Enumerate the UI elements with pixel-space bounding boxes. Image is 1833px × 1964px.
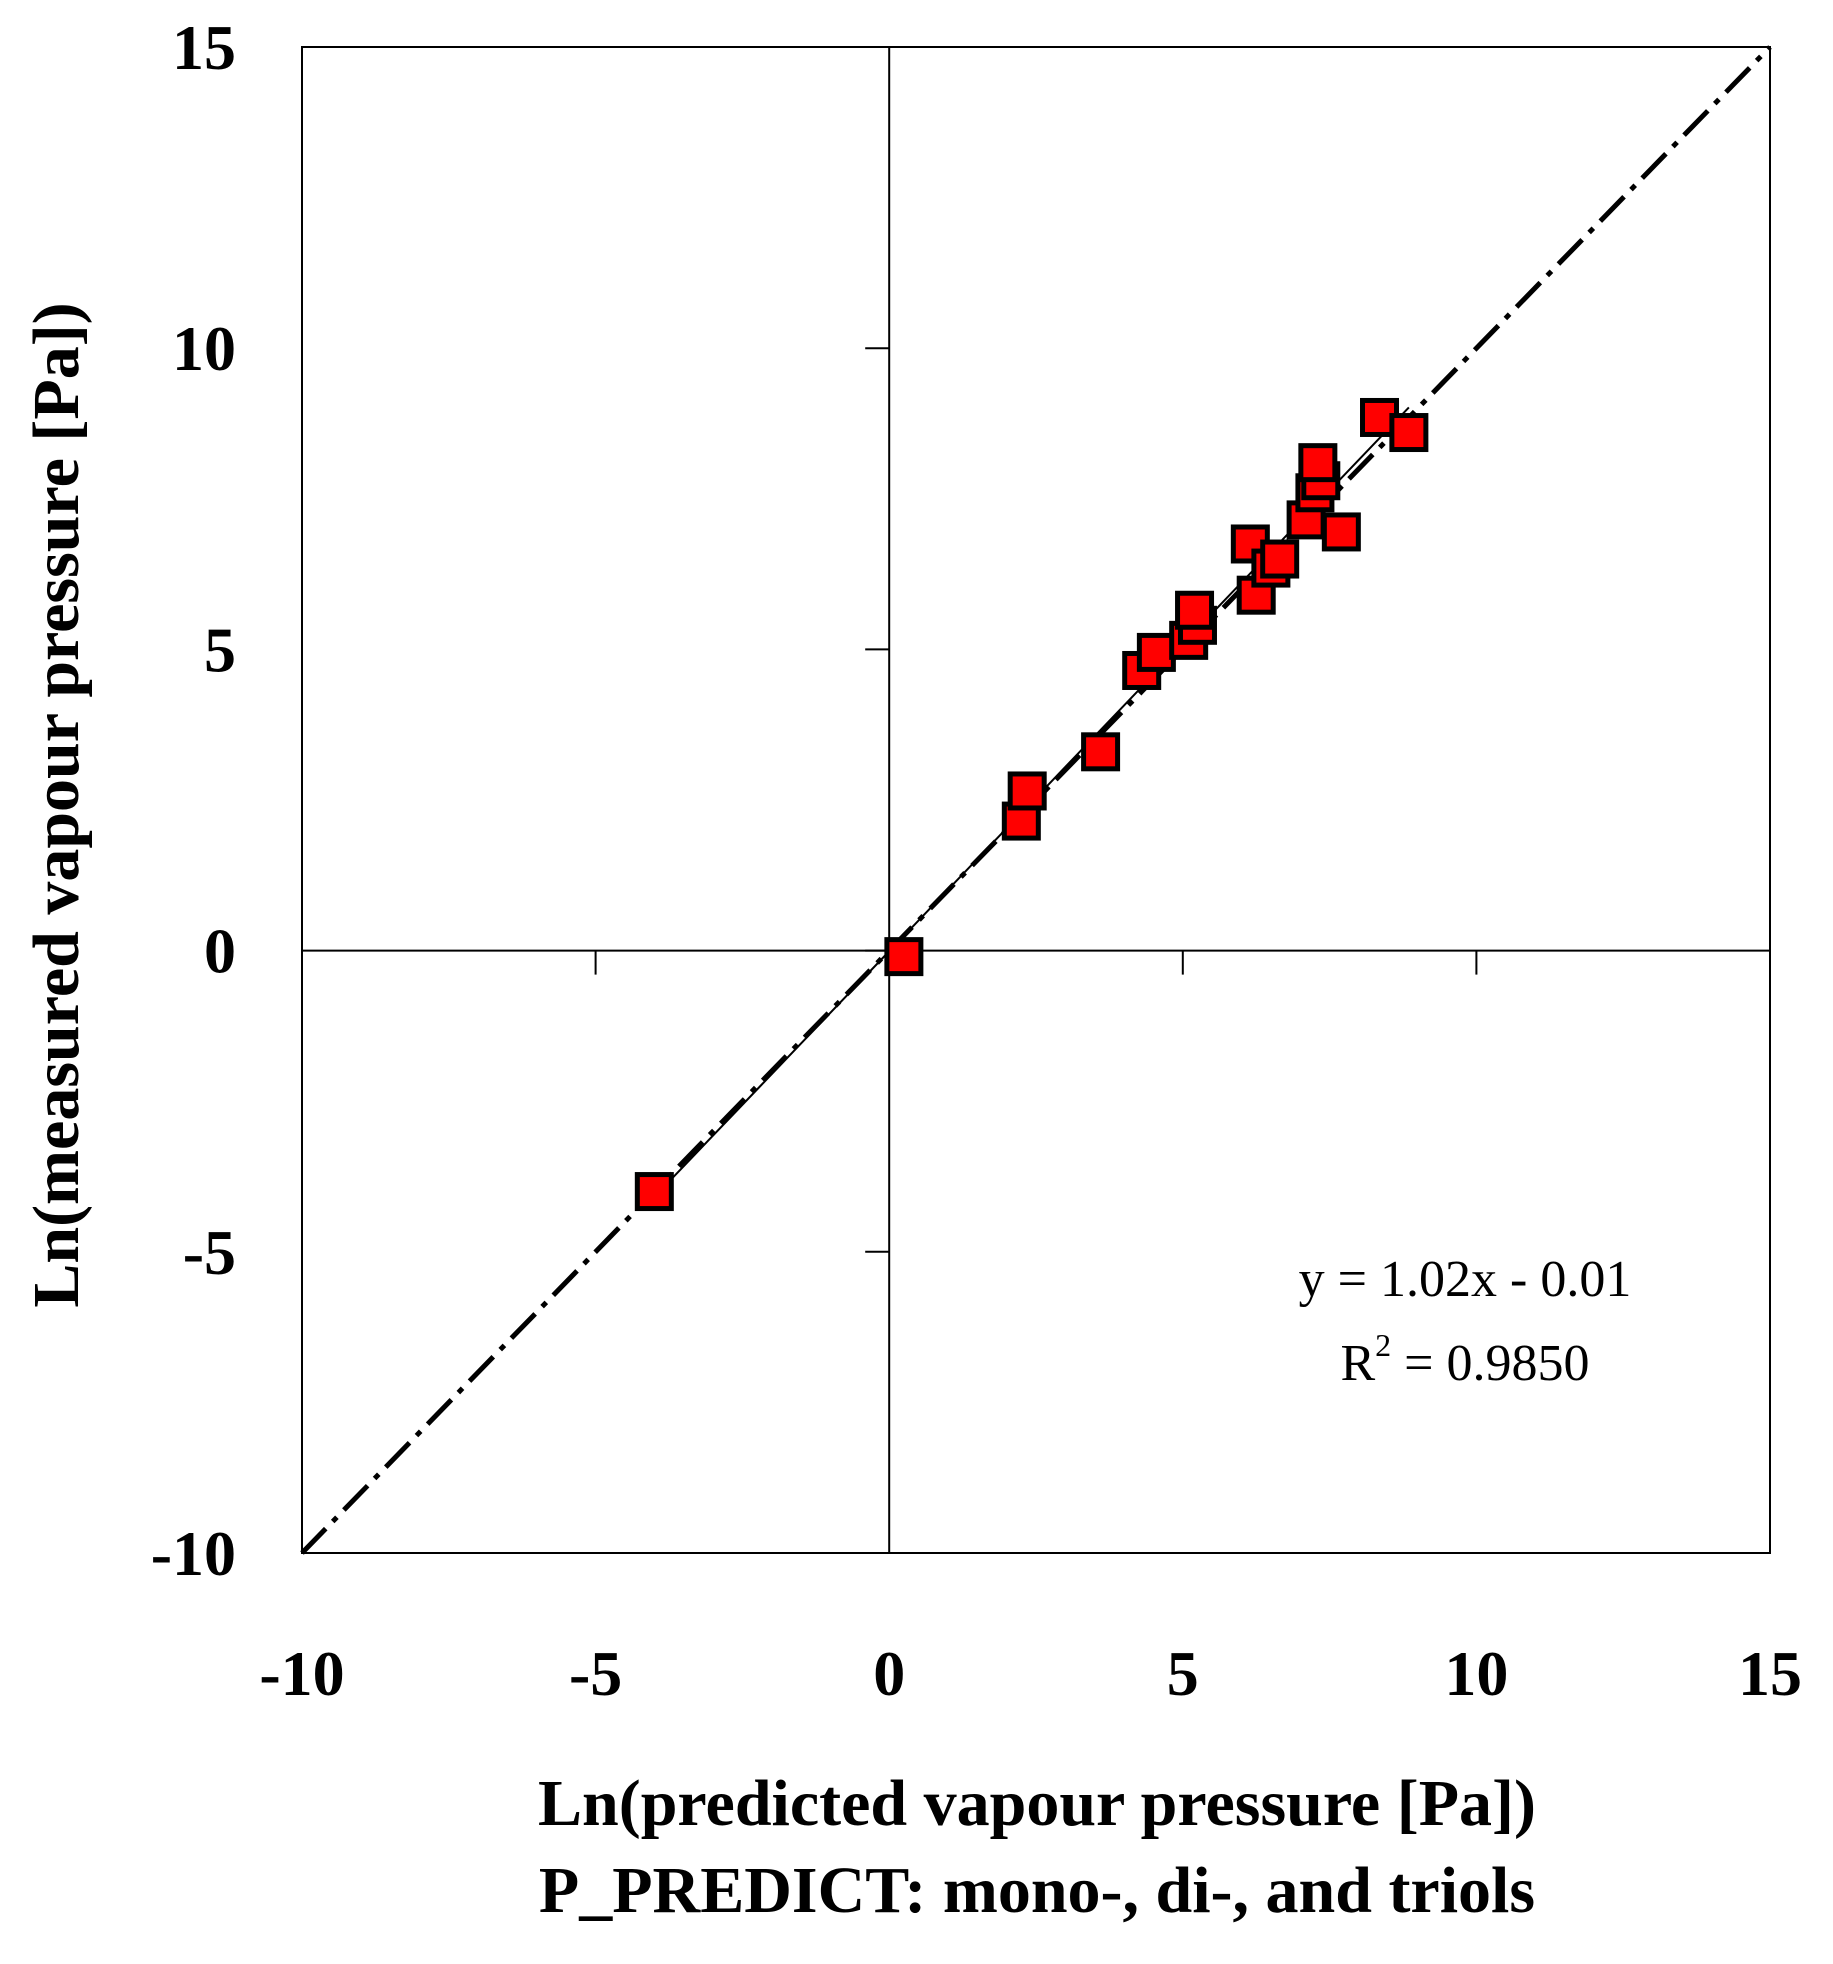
x-tick-label: -5 xyxy=(569,1638,622,1709)
x-tick-label: 10 xyxy=(1444,1638,1508,1709)
axis-tick-labels: -10 -5 0 5 10 15 -10 -5 0 5 10 15 xyxy=(151,12,1802,1709)
data-point xyxy=(1389,413,1429,453)
y-tick-label: -5 xyxy=(183,1217,236,1288)
x-tick-label: 15 xyxy=(1738,1638,1802,1709)
data-point xyxy=(884,937,924,977)
x-tick-label: 0 xyxy=(873,1638,905,1709)
zero-axes xyxy=(302,47,1770,1553)
data-point xyxy=(1081,732,1121,772)
x-tick-label: -10 xyxy=(259,1638,344,1709)
data-point xyxy=(1321,512,1361,552)
data-point xyxy=(1298,443,1338,483)
regression-equation: y = 1.02x - 0.01 xyxy=(1299,1251,1632,1308)
y-tick-label: 15 xyxy=(172,12,236,83)
y-tick-label: 5 xyxy=(204,614,236,685)
x-tick-label: 5 xyxy=(1167,1638,1199,1709)
r-squared-value: = 0.9850 xyxy=(1391,1335,1589,1392)
r-squared-superscript: 2 xyxy=(1375,1327,1391,1363)
y-axis-title: Ln(measured vapour pressure [Pa]) xyxy=(20,302,93,1307)
data-point xyxy=(1007,771,1047,811)
data-points xyxy=(634,397,1429,1212)
data-point xyxy=(1260,539,1300,579)
r-squared-annotation: R2 = 0.9850 xyxy=(1340,1327,1589,1392)
y-tick-label: 0 xyxy=(204,916,236,987)
x-axis-title: Ln(predicted vapour pressure [Pa]) xyxy=(538,1767,1536,1840)
y-tick-label: 10 xyxy=(172,313,236,384)
r-squared-prefix: R xyxy=(1340,1335,1375,1392)
chart-subtitle: P_PREDICT: mono-, di-, and triols xyxy=(539,1854,1535,1927)
plot-area-frame xyxy=(301,46,1771,1554)
data-point xyxy=(1175,590,1215,630)
data-point xyxy=(1136,632,1176,672)
data-point xyxy=(634,1172,674,1212)
y-tick-label: -10 xyxy=(151,1518,236,1589)
